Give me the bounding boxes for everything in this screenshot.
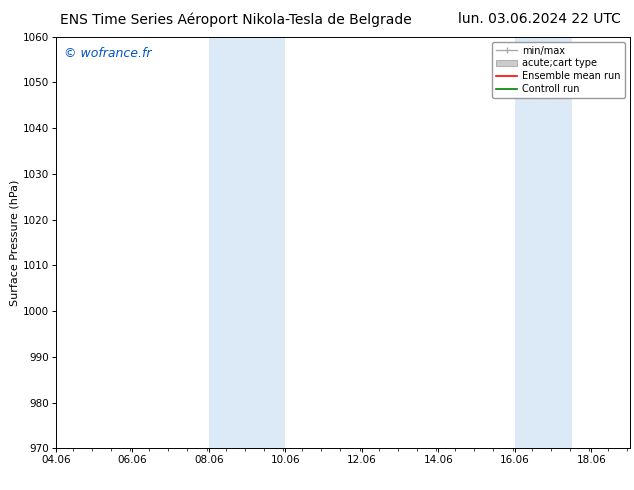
Text: lun. 03.06.2024 22 UTC: lun. 03.06.2024 22 UTC [458,12,621,26]
Legend: min/max, acute;cart type, Ensemble mean run, Controll run: min/max, acute;cart type, Ensemble mean … [492,42,624,98]
Text: ENS Time Series Aéroport Nikola-Tesla de Belgrade: ENS Time Series Aéroport Nikola-Tesla de… [60,12,412,27]
Y-axis label: Surface Pressure (hPa): Surface Pressure (hPa) [10,179,20,306]
Text: © wofrance.fr: © wofrance.fr [65,47,152,60]
Bar [209,37,285,448]
Bar [515,37,572,448]
